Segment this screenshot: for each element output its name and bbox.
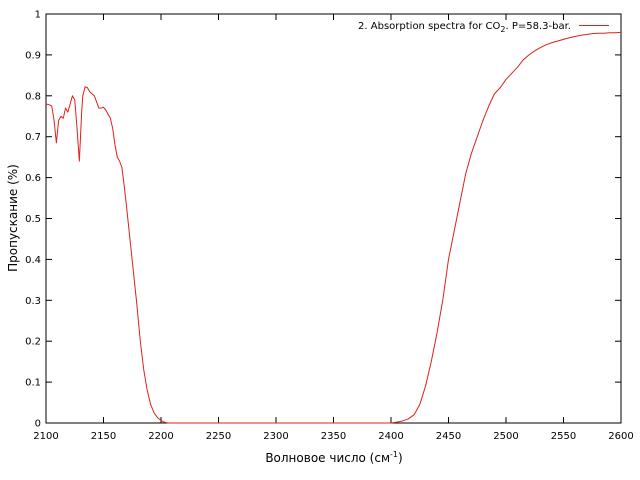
y-tick-label: 1 — [35, 10, 41, 21]
legend-label-suffix: . P=58.3-bar. — [506, 21, 572, 32]
legend-label-sub: 2 — [500, 25, 505, 34]
x-tick-label: 2200 — [148, 431, 173, 442]
y-tick-label: 0.5 — [25, 214, 41, 225]
axes — [45, 13, 622, 424]
series-line — [45, 31, 622, 424]
x-tick-label: 2300 — [263, 431, 288, 442]
y-tick-label: 0.2 — [25, 337, 41, 348]
y-tick-label: 0 — [35, 419, 41, 430]
y-axis-label: Пропускание (%) — [6, 164, 20, 272]
x-tick-label: 2500 — [493, 431, 518, 442]
series-layer — [45, 31, 622, 424]
x-tick-label: 2100 — [33, 431, 58, 442]
x-tick-label: 2250 — [206, 431, 231, 442]
legend-label: 2. Absorption spectra for CO2. P=58.3-ba… — [358, 21, 571, 34]
plot-frame — [45, 13, 622, 424]
x-tick-label: 2600 — [608, 431, 633, 442]
y-tick-label: 0.3 — [25, 296, 41, 307]
x-axis-label-suffix: ) — [398, 451, 403, 465]
y-tick-label: 0.7 — [25, 132, 41, 143]
y-tick-label: 0.6 — [25, 173, 41, 184]
legend: 2. Absorption spectra for CO2. P=58.3-ba… — [358, 21, 609, 34]
x-tick-label: 2550 — [551, 431, 576, 442]
y-tick-label: 0.9 — [25, 50, 41, 61]
x-axis-label-sup: -1 — [390, 450, 398, 459]
x-tick-label: 2400 — [378, 431, 403, 442]
y-tick-label: 0.1 — [25, 378, 41, 389]
y-tick-label: 0.8 — [25, 91, 41, 102]
y-tick-label: 0.4 — [25, 255, 41, 266]
x-tick-label: 2450 — [436, 431, 461, 442]
ticks: 2100 2150 2200 2250 2300 2350 2400 2450 2500 2550… — [25, 10, 634, 443]
x-axis-label: Волновое число (см-1) — [265, 450, 402, 465]
x-tick-label: 2350 — [321, 431, 346, 442]
x-tick-label: 2150 — [91, 431, 116, 442]
